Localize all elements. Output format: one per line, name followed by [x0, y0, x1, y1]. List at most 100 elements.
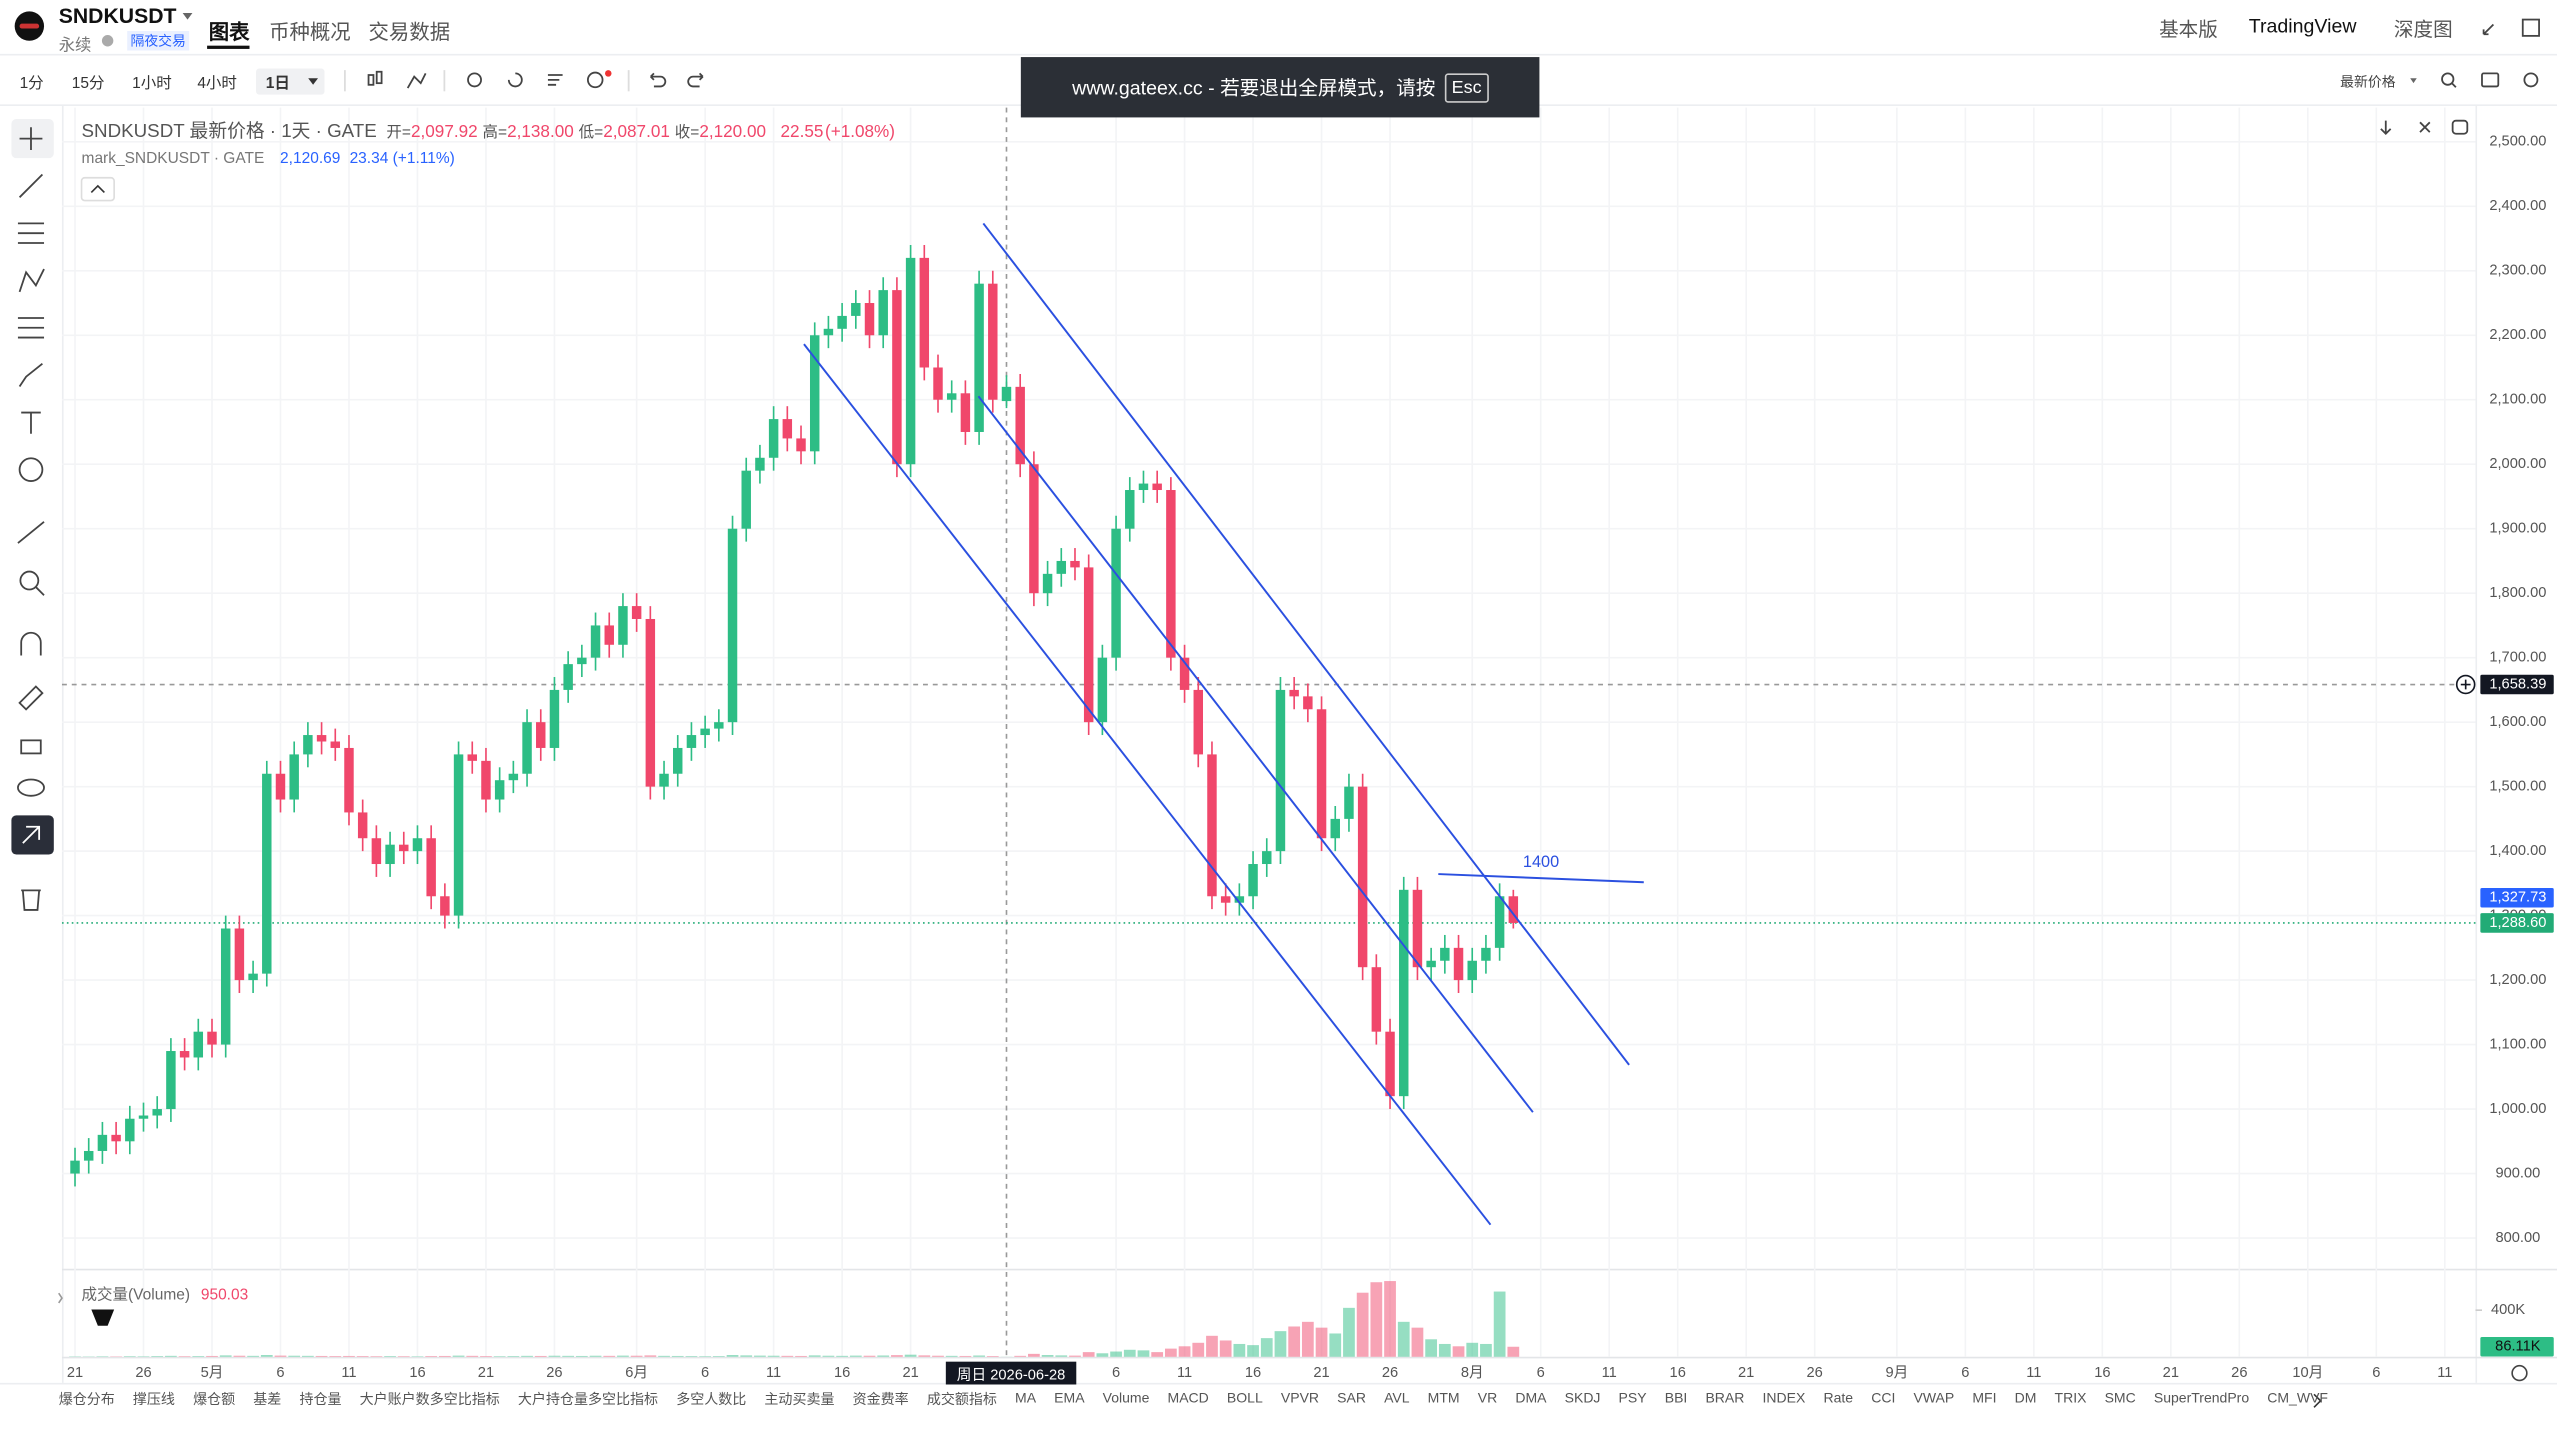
indicator[interactable]: 大户持仓量多空比指标	[517, 1391, 659, 1408]
indicator[interactable]: TRIX	[2054, 1389, 2087, 1406]
caret[interactable]	[182, 13, 193, 20]
link-tool[interactable]	[22, 825, 41, 844]
info-icon[interactable]	[101, 35, 114, 47]
trend-line[interactable]	[982, 222, 1630, 1066]
collapse-icon[interactable]	[2419, 121, 2431, 133]
indicator[interactable]: SAR	[1337, 1389, 1366, 1406]
replay-icon[interactable]	[507, 72, 523, 88]
indicator[interactable]: AVL	[1384, 1389, 1410, 1406]
fib-tool[interactable]	[17, 222, 45, 244]
tab[interactable]: 交易数据	[368, 21, 451, 45]
indicator[interactable]: CCI	[1871, 1389, 1896, 1406]
line-tool[interactable]	[18, 173, 44, 198]
visibility-tool[interactable]	[17, 778, 45, 797]
indicator[interactable]: 基差	[253, 1391, 282, 1408]
fullscreen-icon[interactable]	[2521, 18, 2540, 37]
indicator[interactable]: BRAR	[1705, 1389, 1745, 1406]
view-link[interactable]: TradingView	[2248, 14, 2357, 38]
indicator[interactable]: DM	[2014, 1389, 2037, 1406]
tab[interactable]: 币种概况	[269, 21, 351, 45]
indicator[interactable]: MACD	[1167, 1389, 1209, 1406]
chevron[interactable]	[58, 1292, 63, 1304]
indicator[interactable]: 主动买卖量	[764, 1391, 835, 1408]
scroll-icon[interactable]	[2380, 120, 2392, 135]
interval[interactable]: 1日	[265, 75, 290, 93]
indicator[interactable]: INDEX	[1762, 1389, 1806, 1406]
indicator[interactable]: 爆仓分布	[58, 1391, 115, 1408]
indicator[interactable]: BBI	[1664, 1389, 1688, 1406]
symbol[interactable]: SNDKUSDT	[58, 3, 177, 28]
indicator[interactable]: VPVR	[1280, 1389, 1320, 1406]
indicator[interactable]: MA	[1015, 1389, 1037, 1406]
search-icon[interactable]	[2441, 72, 2455, 86]
add-icon[interactable]	[586, 71, 604, 89]
candle-body	[851, 303, 861, 316]
emoji-tool[interactable]	[18, 457, 44, 482]
candle-type-icon[interactable]	[375, 70, 383, 85]
pattern-tool[interactable]	[18, 268, 45, 293]
more-arrow[interactable]	[2313, 1393, 2322, 1408]
collapse-button[interactable]	[80, 176, 115, 202]
candle-body	[1426, 960, 1436, 968]
x-tick-label: 6	[2372, 1365, 2380, 1381]
settings-icon[interactable]	[2523, 72, 2539, 88]
interval[interactable]: 1小时	[132, 75, 172, 93]
undo-icon[interactable]	[650, 72, 667, 88]
indicator[interactable]: DMA	[1515, 1389, 1547, 1406]
lock-tool[interactable]	[20, 739, 42, 755]
candle-type-icon[interactable]	[367, 74, 375, 86]
indicator[interactable]: CM_WVF	[2267, 1389, 2329, 1406]
trend-line[interactable]	[977, 395, 1534, 1113]
trend-line[interactable]	[803, 343, 1492, 1226]
indicator[interactable]: 爆仓额	[193, 1391, 236, 1408]
indicator[interactable]: 撑压线	[132, 1391, 175, 1408]
expand-icon[interactable]	[2482, 23, 2495, 36]
ruler-tool[interactable]	[17, 521, 45, 544]
interval[interactable]: 15分	[71, 75, 105, 93]
crosshair-tool[interactable]	[19, 127, 43, 151]
indicator-icon[interactable]	[406, 72, 427, 89]
settings-icon[interactable]	[547, 74, 563, 86]
indicator[interactable]: 大户账户数多空比指标	[359, 1391, 500, 1408]
indicator[interactable]: EMA	[1054, 1389, 1085, 1406]
interval[interactable]: 4小时	[197, 75, 237, 93]
alert-icon[interactable]	[467, 72, 482, 88]
indicator[interactable]: SuperTrendPro	[2153, 1389, 2250, 1406]
interval[interactable]: 1分	[19, 75, 44, 93]
candle-body	[1262, 851, 1272, 865]
indicator[interactable]: MTM	[1427, 1389, 1460, 1406]
indicator[interactable]: 持仓量	[299, 1391, 342, 1408]
view-link[interactable]: 基本版	[2159, 17, 2218, 41]
camera-icon[interactable]	[2481, 72, 2500, 88]
measure-tool[interactable]	[17, 317, 45, 339]
indicator[interactable]: 成交额指标	[926, 1391, 997, 1408]
reset-icon[interactable]	[2451, 119, 2469, 135]
zoom-tool[interactable]	[19, 570, 40, 591]
lock-draw-tool[interactable]	[18, 685, 44, 711]
candle-body	[1015, 386, 1025, 465]
indicator[interactable]: BOLL	[1226, 1389, 1263, 1406]
indicator[interactable]: Rate	[1823, 1389, 1854, 1406]
redo-icon[interactable]	[687, 72, 704, 88]
indicator[interactable]: PSY	[1618, 1389, 1647, 1406]
indicator[interactable]: VWAP	[1913, 1389, 1955, 1406]
indicator[interactable]: SKDJ	[1564, 1389, 1601, 1406]
indicator[interactable]: VR	[1477, 1389, 1498, 1406]
brush-tool[interactable]	[18, 362, 43, 387]
tool-column	[17, 127, 45, 911]
caret[interactable]	[308, 78, 318, 85]
indicator[interactable]: SMC	[2104, 1389, 2136, 1406]
candle-body	[371, 838, 382, 865]
view-link[interactable]: 深度图	[2393, 17, 2453, 41]
indicator[interactable]: 多空人数比	[676, 1391, 747, 1408]
axis-settings[interactable]	[2511, 1364, 2528, 1382]
text-tool[interactable]	[21, 411, 41, 434]
indicator[interactable]: 资金费率	[852, 1391, 909, 1408]
tab[interactable]: 图表	[208, 21, 250, 45]
horizontal-ray[interactable]	[1438, 873, 1644, 884]
indicator[interactable]: Volume	[1102, 1389, 1150, 1406]
magnet-tool[interactable]	[20, 631, 42, 656]
indicator[interactable]: MFI	[1972, 1389, 1997, 1406]
price-type[interactable]: 最新价格	[2340, 73, 2396, 90]
delete-tool[interactable]	[21, 889, 41, 911]
